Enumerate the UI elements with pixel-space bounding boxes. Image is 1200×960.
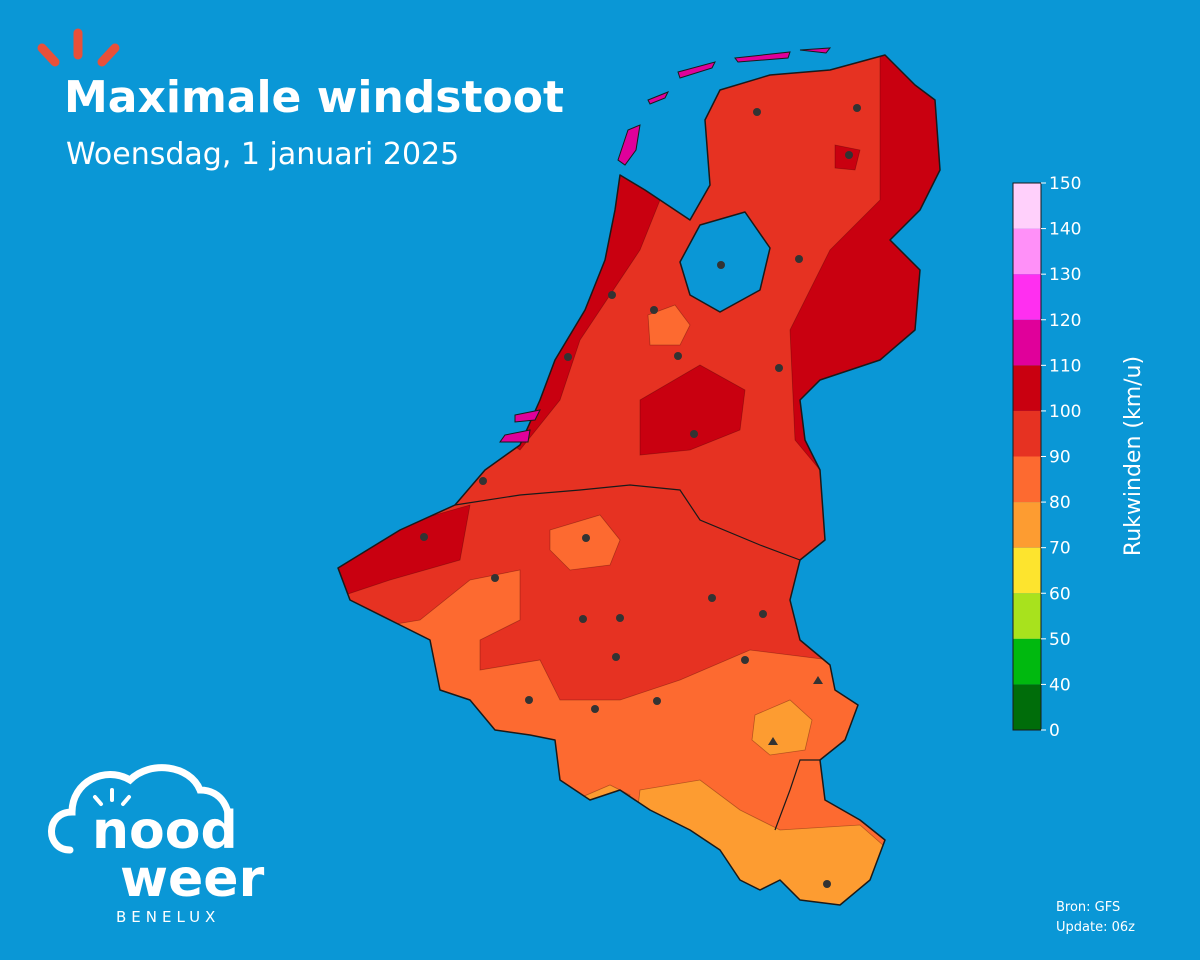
logo-cloud: [48, 764, 233, 854]
country-outline: [337, 54, 941, 906]
colorbar-tick-label: 120: [1049, 311, 1081, 331]
logo-tagline: BENELUX: [116, 908, 220, 926]
update: Update: 06z: [1056, 920, 1135, 935]
zone-centre: [639, 364, 746, 456]
logo-sun: [93, 788, 131, 806]
colorbar: 0 40 50 60 70 80 90 100 110 120 130 140 150: [1012, 174, 1081, 741]
colorbar-band: [1013, 638, 1041, 685]
colorbar-tick-label: 150: [1049, 174, 1081, 194]
colorbar-tick-label: 0: [1049, 721, 1060, 741]
colorbar-tick-label: 80: [1049, 493, 1071, 513]
logo-line1: nood: [92, 801, 238, 861]
colorbar-tick-label: 140: [1049, 220, 1081, 240]
colorbar-band: [1013, 456, 1041, 503]
zone-80-90-b: [549, 514, 621, 571]
zone-70-80-b: [751, 699, 813, 756]
colorbar-band: [1013, 547, 1041, 594]
colorbar-band: [1013, 319, 1041, 366]
colorbar-band: [1013, 183, 1041, 229]
logo-line2: weer: [120, 849, 265, 909]
border-be-lu: [774, 759, 820, 831]
logo: nood weer BENELUX: [48, 764, 265, 926]
colorbar-band: [1013, 228, 1041, 275]
zone-70-80: [619, 779, 901, 905]
colorbar-tick-label: 70: [1049, 539, 1071, 559]
colorbar-band: [1013, 684, 1041, 730]
colorbar-label: Rukwinden (km/u): [1121, 356, 1146, 556]
colorbar-band: [1013, 410, 1041, 457]
wadden-islands: [499, 47, 832, 443]
colorbar-tick-label: 130: [1049, 265, 1081, 285]
zone-80-90-c: [647, 304, 691, 346]
colorbar-band: [1013, 502, 1041, 548]
title: Maximale windstoot: [64, 72, 564, 123]
colorbar-tick-label: 90: [1049, 448, 1071, 468]
city-markers: [420, 104, 861, 888]
colorbar-tick-label: 50: [1049, 630, 1071, 650]
source: Bron: GFS: [1056, 900, 1120, 915]
colorbar-tick-label: 60: [1049, 584, 1071, 604]
colorbar-tick-label: 100: [1049, 402, 1081, 422]
colorbar-band: [1013, 593, 1041, 639]
colorbar-tick-label: 40: [1049, 675, 1071, 695]
ijsselmeer: [679, 211, 771, 313]
colorbar-tick-label: 110: [1049, 356, 1081, 376]
subtitle: Woensdag, 1 januari 2025: [66, 137, 459, 172]
colorbar-band: [1013, 274, 1041, 320]
colorbar-band: [1013, 365, 1041, 411]
border-nl-be: [454, 484, 801, 561]
logo-rays: [37, 28, 120, 67]
